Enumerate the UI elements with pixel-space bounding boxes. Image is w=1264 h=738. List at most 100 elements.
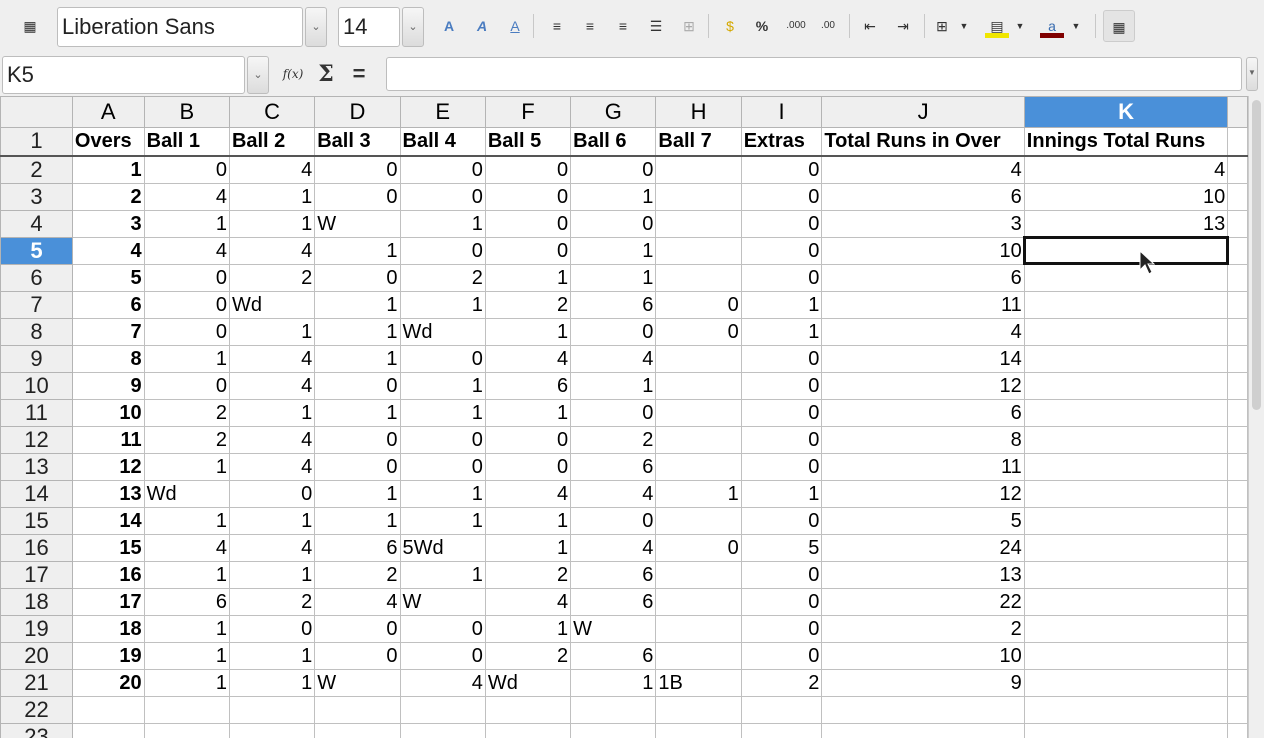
cell-a8[interactable]: 7	[71, 317, 145, 346]
cell-g17[interactable]: 6	[570, 560, 657, 589]
cell-h17[interactable]	[655, 560, 742, 589]
cell-g8[interactable]: 0	[570, 317, 657, 346]
cell-j9[interactable]: 14	[821, 344, 1025, 373]
cell-f4[interactable]: 0	[484, 209, 572, 238]
cell-c20[interactable]: 1	[228, 641, 316, 670]
name-box[interactable]: K5	[2, 56, 245, 94]
cell-e16[interactable]: 5Wd	[399, 533, 486, 562]
cell-g7[interactable]: 6	[570, 290, 657, 319]
cell-g21[interactable]: 1	[570, 668, 657, 697]
cell-g3[interactable]: 1	[570, 182, 657, 211]
cell-b23[interactable]	[143, 722, 230, 738]
align-right-icon[interactable]: ≡	[618, 18, 628, 34]
align-left-icon[interactable]: ≡	[552, 18, 562, 34]
cell-h14[interactable]: 1	[655, 479, 742, 508]
cell-k14[interactable]	[1023, 479, 1229, 508]
cell-a16[interactable]: 15	[71, 533, 145, 562]
cell-k17[interactable]	[1023, 560, 1229, 589]
cell-f6[interactable]: 1	[484, 263, 572, 292]
cell-a22[interactable]	[71, 695, 145, 724]
cell-k2[interactable]: 4	[1023, 155, 1229, 184]
column-header-a[interactable]: A	[71, 96, 145, 128]
cell-c1[interactable]: Ball 2	[228, 127, 316, 157]
cell-k12[interactable]	[1023, 425, 1229, 454]
cell-f11[interactable]: 1	[484, 398, 572, 427]
cell-d7[interactable]: 1	[314, 290, 401, 319]
cell-g6[interactable]: 1	[570, 263, 657, 292]
cell-c16[interactable]: 4	[228, 533, 316, 562]
column-header-i[interactable]: I	[740, 96, 823, 128]
bold-icon[interactable]: A	[443, 18, 455, 34]
cell-g10[interactable]: 1	[570, 371, 657, 400]
cell-c6[interactable]: 2	[228, 263, 316, 292]
column-header-b[interactable]: B	[143, 96, 230, 128]
cell-c22[interactable]	[228, 695, 316, 724]
cell-j16[interactable]: 24	[821, 533, 1025, 562]
cell-d19[interactable]: 0	[314, 614, 401, 643]
row-header-23[interactable]: 23	[0, 722, 73, 738]
cell-i5[interactable]: 0	[740, 236, 823, 265]
cell-h19[interactable]	[655, 614, 742, 643]
row-header-6[interactable]: 6	[0, 263, 73, 292]
add-decimal-icon[interactable]: .000	[786, 20, 806, 31]
cell-i14[interactable]: 1	[740, 479, 823, 508]
cell-h10[interactable]	[655, 371, 742, 400]
cell-a13[interactable]: 12	[71, 452, 145, 481]
cell-b8[interactable]: 0	[143, 317, 230, 346]
cell-i8[interactable]: 1	[740, 317, 823, 346]
cell-e19[interactable]: 0	[399, 614, 486, 643]
sum-icon[interactable]: Σ	[318, 61, 334, 87]
cell-j12[interactable]: 8	[821, 425, 1025, 454]
cell-i19[interactable]: 0	[740, 614, 823, 643]
cell-d13[interactable]: 0	[314, 452, 401, 481]
cell-d17[interactable]: 2	[314, 560, 401, 589]
cell-a21[interactable]: 20	[71, 668, 145, 697]
formula-input[interactable]	[386, 57, 1242, 91]
cell-e22[interactable]	[399, 695, 486, 724]
font-name-box[interactable]: Liberation Sans	[57, 7, 303, 47]
cell-g13[interactable]: 6	[570, 452, 657, 481]
cell-g15[interactable]: 0	[570, 506, 657, 535]
cell-b3[interactable]: 4	[143, 182, 230, 211]
cell-c13[interactable]: 4	[228, 452, 316, 481]
cell-i22[interactable]	[740, 695, 823, 724]
italic-icon[interactable]: A	[476, 18, 488, 34]
cell-d4[interactable]: W	[314, 209, 401, 238]
cell-h2[interactable]	[655, 155, 742, 184]
cell-f15[interactable]: 1	[484, 506, 572, 535]
cell-k15[interactable]	[1023, 506, 1229, 535]
cell-i4[interactable]: 0	[740, 209, 823, 238]
cell-h16[interactable]: 0	[655, 533, 742, 562]
cell-h15[interactable]	[655, 506, 742, 535]
cell-g11[interactable]: 0	[570, 398, 657, 427]
cell-e7[interactable]: 1	[399, 290, 486, 319]
cell-i3[interactable]: 0	[740, 182, 823, 211]
cell-j1[interactable]: Total Runs in Over	[821, 127, 1025, 157]
cell-b5[interactable]: 4	[143, 236, 230, 265]
cell-f18[interactable]: 4	[484, 587, 572, 616]
cell-d23[interactable]	[314, 722, 401, 738]
cell-k10[interactable]	[1023, 371, 1229, 400]
cell-f19[interactable]: 1	[484, 614, 572, 643]
styles-icon[interactable]: ▦	[23, 18, 37, 34]
cell-g19[interactable]: W	[570, 614, 657, 643]
cell-d18[interactable]: 4	[314, 587, 401, 616]
cell-g1[interactable]: Ball 6	[570, 127, 657, 157]
cell-a20[interactable]: 19	[71, 641, 145, 670]
cell-b4[interactable]: 1	[143, 209, 230, 238]
cell-b11[interactable]: 2	[143, 398, 230, 427]
select-all-corner[interactable]	[0, 96, 73, 128]
cell-i2[interactable]: 0	[740, 155, 823, 184]
cell-b1[interactable]: Ball 1	[143, 127, 230, 157]
cell-g9[interactable]: 4	[570, 344, 657, 373]
cell-e10[interactable]: 1	[399, 371, 486, 400]
cell-i18[interactable]: 0	[740, 587, 823, 616]
cell-i9[interactable]: 0	[740, 344, 823, 373]
cell-h20[interactable]	[655, 641, 742, 670]
cell-j3[interactable]: 6	[821, 182, 1025, 211]
justify-icon[interactable]: ☰	[649, 18, 663, 34]
cell-a7[interactable]: 6	[71, 290, 145, 319]
cell-a4[interactable]: 3	[71, 209, 145, 238]
remove-decimal-icon[interactable]: .00	[821, 20, 835, 31]
cell-j8[interactable]: 4	[821, 317, 1025, 346]
